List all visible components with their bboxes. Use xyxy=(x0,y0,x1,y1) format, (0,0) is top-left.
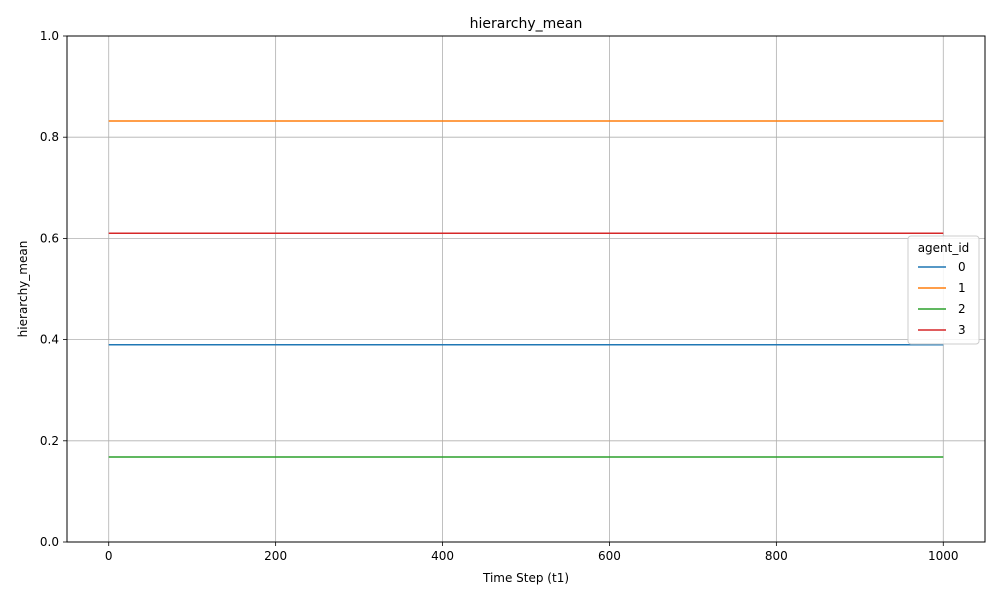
x-tick-label: 1000 xyxy=(928,549,959,563)
y-tick-label: 1.0 xyxy=(40,29,59,43)
x-tick-label: 800 xyxy=(765,549,788,563)
x-axis-label: Time Step (t1) xyxy=(482,571,569,585)
legend-label-0: 0 xyxy=(958,260,966,274)
y-tick-label: 0.8 xyxy=(40,130,59,144)
y-tick-label: 0.2 xyxy=(40,434,59,448)
y-tick-label: 0.0 xyxy=(40,535,59,549)
y-axis-label: hierarchy_mean xyxy=(16,241,30,338)
legend-label-3: 3 xyxy=(958,323,966,337)
legend-label-2: 2 xyxy=(958,302,966,316)
x-tick-label: 600 xyxy=(598,549,621,563)
axis-ticks: 0 200 400 600 800 1000 0.0 0.2 0.4 0.6 0.8 1.0 xyxy=(40,29,959,563)
y-tick-label: 0.4 xyxy=(40,333,59,347)
x-tick-label: 200 xyxy=(264,549,287,563)
legend-label-1: 1 xyxy=(958,281,966,295)
series-lines xyxy=(108,120,944,458)
grid-lines xyxy=(67,35,985,543)
plot-area-frame xyxy=(66,35,986,543)
legend-title: agent_id xyxy=(918,241,970,255)
x-tick-label: 0 xyxy=(105,549,113,563)
y-tick-label: 0.6 xyxy=(40,231,59,245)
legend-box xyxy=(907,235,980,345)
x-tick-label: 400 xyxy=(431,549,454,563)
chart-title: hierarchy_mean xyxy=(470,16,583,32)
legend: agent_id 0 1 2 3 xyxy=(907,235,980,345)
